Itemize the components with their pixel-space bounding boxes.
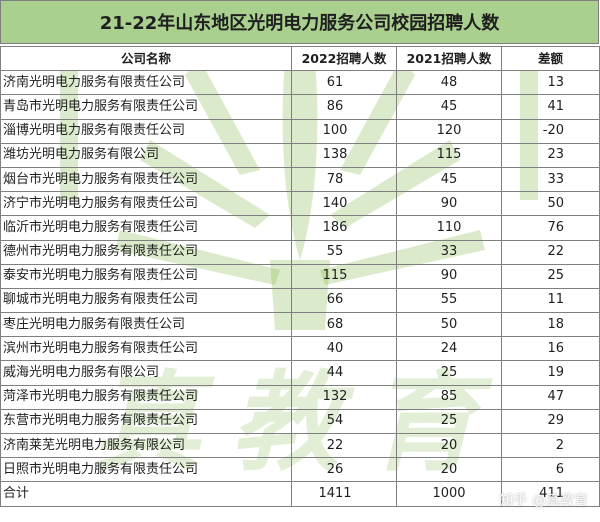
hires-2021-cell: 120 — [396, 118, 502, 144]
table-row: 济宁市光明电力服务有限责任公司 140 90 50 — [0, 191, 600, 217]
difference-cell: 16 — [501, 336, 600, 362]
hires-2021-cell: 20 — [396, 457, 502, 483]
hires-2021-cell: 24 — [396, 336, 502, 362]
hires-2021-cell: 45 — [396, 166, 502, 193]
difference-cell: 13 — [501, 70, 600, 96]
column-header-2021: 2021招聘人数 — [396, 45, 502, 72]
company-name-cell: 济南光明电力服务有限责任公司 — [0, 70, 292, 96]
hires-2021-cell: 85 — [396, 384, 502, 410]
hires-2022-cell: 100 — [291, 118, 397, 144]
page-title: 21-22年山东地区光明电力服务公司校园招聘人数 — [0, 0, 599, 44]
table-header-row: 公司名称 2022招聘人数 2021招聘人数 差额 — [0, 45, 600, 72]
hires-2022-cell: 22 — [291, 432, 397, 459]
hires-2022-cell: 78 — [291, 166, 397, 193]
table-row: 聊城市光明电力服务有限责任公司 66 55 11 — [0, 287, 600, 314]
difference-cell: 41 — [501, 94, 600, 120]
hires-2022-cell: 115 — [291, 263, 397, 289]
difference-cell: 19 — [501, 360, 600, 386]
difference-cell: 25 — [501, 263, 600, 289]
company-name-cell: 滨州市光明电力服务有限责任公司 — [0, 336, 292, 362]
company-name-cell: 烟台市光明电力服务有限责任公司 — [0, 166, 292, 193]
difference-cell: 6 — [501, 457, 600, 483]
hires-2021-cell: 25 — [396, 360, 502, 386]
table-row: 日照市光明电力服务有限责任公司 26 20 6 — [0, 457, 600, 483]
table-row: 菏泽市光明电力服务有限责任公司 132 85 47 — [0, 384, 600, 410]
hires-2021-cell: 33 — [396, 239, 502, 265]
difference-cell: 33 — [501, 166, 600, 193]
company-name-cell: 聊城市光明电力服务有限责任公司 — [0, 287, 292, 314]
table-row: 威海光明电力服务有限公司 44 25 19 — [0, 360, 600, 386]
difference-cell: -20 — [501, 118, 600, 144]
hires-2022-cell: 66 — [291, 287, 397, 314]
hires-2021-cell: 50 — [396, 312, 502, 338]
difference-cell: 22 — [501, 239, 600, 265]
difference-cell: 11 — [501, 287, 600, 314]
company-name-cell: 威海光明电力服务有限公司 — [0, 360, 292, 386]
hires-2022-cell: 138 — [291, 142, 397, 168]
hires-2021-cell: 25 — [396, 408, 502, 435]
company-name-cell: 临沂市光明电力服务有限责任公司 — [0, 215, 292, 241]
difference-cell: 29 — [501, 408, 600, 435]
column-header-2022: 2022招聘人数 — [291, 45, 397, 72]
hires-2022-cell: 44 — [291, 360, 397, 386]
hires-2022-cell: 186 — [291, 215, 397, 241]
difference-cell: 47 — [501, 384, 600, 410]
hires-2022-cell: 86 — [291, 94, 397, 120]
table-row: 德州市光明电力服务有限责任公司 55 33 22 — [0, 239, 600, 265]
difference-cell: 50 — [501, 191, 600, 217]
company-name-cell: 东营市光明电力服务有限责任公司 — [0, 408, 292, 435]
company-name-cell: 泰安市光明电力服务有限责任公司 — [0, 263, 292, 289]
hires-2021-cell: 110 — [396, 215, 502, 241]
difference-cell: 411 — [501, 481, 600, 507]
hires-2021-cell: 48 — [396, 70, 502, 96]
hires-2022-cell: 54 — [291, 408, 397, 435]
hires-2021-cell: 20 — [396, 432, 502, 459]
hires-2021-cell: 90 — [396, 191, 502, 217]
company-name-cell: 青岛市光明电力服务有限责任公司 — [0, 94, 292, 120]
column-header-company: 公司名称 — [0, 45, 292, 72]
table-row: 青岛市光明电力服务有限责任公司 86 45 41 — [0, 94, 600, 120]
company-name-cell: 菏泽市光明电力服务有限责任公司 — [0, 384, 292, 410]
hires-2022-cell: 26 — [291, 457, 397, 483]
difference-cell: 23 — [501, 142, 600, 168]
recruitment-table: 公司名称 2022招聘人数 2021招聘人数 差额 济南光明电力服务有限责任公司… — [0, 45, 600, 507]
hires-2021-cell: 55 — [396, 287, 502, 314]
table-row: 泰安市光明电力服务有限责任公司 115 90 25 — [0, 263, 600, 289]
table-row: 东营市光明电力服务有限责任公司 54 25 29 — [0, 408, 600, 435]
hires-2021-cell: 45 — [396, 94, 502, 120]
company-name-cell: 合计 — [0, 481, 292, 507]
table-row: 烟台市光明电力服务有限责任公司 78 45 33 — [0, 166, 600, 193]
company-name-cell: 日照市光明电力服务有限责任公司 — [0, 457, 292, 483]
difference-cell: 2 — [501, 432, 600, 459]
company-name-cell: 枣庄光明电力服务有限责任公司 — [0, 312, 292, 338]
table-row: 潍坊光明电力服务有限公司 138 115 23 — [0, 142, 600, 168]
hires-2022-cell: 132 — [291, 384, 397, 410]
hires-2021-cell: 115 — [396, 142, 502, 168]
hires-2022-cell: 61 — [291, 70, 397, 96]
company-name-cell: 济宁市光明电力服务有限责任公司 — [0, 191, 292, 217]
hires-2022-cell: 55 — [291, 239, 397, 265]
table-total-row: 合计 1411 1000 411 — [0, 481, 600, 507]
hires-2021-cell: 1000 — [396, 481, 502, 507]
hires-2022-cell: 1411 — [291, 481, 397, 507]
table-row: 济南光明电力服务有限责任公司 61 48 13 — [0, 70, 600, 96]
hires-2022-cell: 140 — [291, 191, 397, 217]
table-row: 济南莱芜光明电力服务有限公司 22 20 2 — [0, 432, 600, 459]
hires-2021-cell: 90 — [396, 263, 502, 289]
company-name-cell: 潍坊光明电力服务有限公司 — [0, 142, 292, 168]
table-row: 临沂市光明电力服务有限责任公司 186 110 76 — [0, 215, 600, 241]
company-name-cell: 德州市光明电力服务有限责任公司 — [0, 239, 292, 265]
hires-2022-cell: 68 — [291, 312, 397, 338]
column-header-diff: 差额 — [501, 45, 600, 72]
table-row: 枣庄光明电力服务有限责任公司 68 50 18 — [0, 312, 600, 338]
difference-cell: 76 — [501, 215, 600, 241]
difference-cell: 18 — [501, 312, 600, 338]
company-name-cell: 淄博光明电力服务有限责任公司 — [0, 118, 292, 144]
table-row: 淄博光明电力服务有限责任公司 100 120 -20 — [0, 118, 600, 144]
table-row: 滨州市光明电力服务有限责任公司 40 24 16 — [0, 336, 600, 362]
company-name-cell: 济南莱芜光明电力服务有限公司 — [0, 432, 292, 459]
hires-2022-cell: 40 — [291, 336, 397, 362]
